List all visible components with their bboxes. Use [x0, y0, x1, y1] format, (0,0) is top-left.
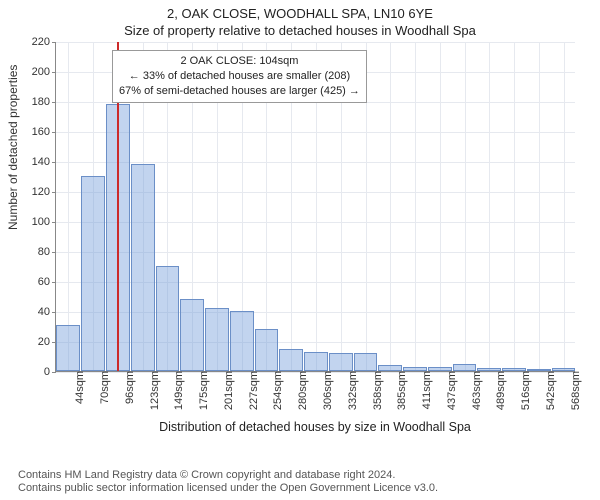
- gridline-v: [415, 42, 416, 371]
- y-tick-mark: [52, 162, 56, 163]
- histogram-bar: [180, 299, 204, 371]
- plot-region: 02040608010012014016018020022044sqm70sqm…: [55, 42, 575, 372]
- x-tick-label: 411sqm: [419, 371, 433, 409]
- annot-line3: 67% of semi-detached houses are larger (…: [119, 84, 360, 99]
- histogram-bar: [329, 353, 353, 371]
- subtitle-line: Size of property relative to detached ho…: [0, 23, 600, 38]
- y-tick-mark: [52, 72, 56, 73]
- x-tick-label: 149sqm: [171, 371, 185, 410]
- x-tick-label: 175sqm: [196, 371, 210, 410]
- histogram-bar: [131, 164, 155, 371]
- x-tick-label: 44sqm: [72, 371, 86, 404]
- x-tick-label: 542sqm: [543, 371, 557, 410]
- y-tick-mark: [52, 312, 56, 313]
- y-tick-mark: [52, 102, 56, 103]
- y-tick-mark: [52, 372, 56, 373]
- x-tick-label: 463sqm: [469, 371, 483, 410]
- credits: Contains HM Land Registry data © Crown c…: [0, 469, 600, 497]
- histogram-bar: [304, 352, 328, 372]
- gridline-v: [514, 42, 515, 371]
- x-tick-label: 70sqm: [97, 371, 111, 404]
- histogram-bar: [81, 176, 105, 371]
- gridline-v: [390, 42, 391, 371]
- address-line: 2, OAK CLOSE, WOODHALL SPA, LN10 6YE: [0, 6, 600, 21]
- x-tick-label: 437sqm: [444, 371, 458, 410]
- histogram-bar: [205, 308, 229, 371]
- gridline-v: [564, 42, 565, 371]
- y-tick-mark: [52, 132, 56, 133]
- chart-area: 02040608010012014016018020022044sqm70sqm…: [55, 42, 575, 422]
- y-tick-mark: [52, 42, 56, 43]
- x-tick-label: 516sqm: [518, 371, 532, 410]
- credit-line1: Contains HM Land Registry data © Crown c…: [18, 469, 600, 483]
- x-tick-label: 306sqm: [320, 371, 334, 410]
- x-axis-label: Distribution of detached houses by size …: [55, 420, 575, 434]
- x-tick-label: 123sqm: [147, 371, 161, 410]
- y-axis-label: Number of detached properties: [6, 65, 20, 230]
- gridline-v: [68, 42, 69, 371]
- x-tick-label: 96sqm: [122, 371, 136, 404]
- credit-line2: Contains public sector information licen…: [18, 482, 600, 496]
- gridline-v: [489, 42, 490, 371]
- x-tick-label: 358sqm: [370, 371, 384, 410]
- histogram-bar: [453, 364, 477, 372]
- gridline-v: [539, 42, 540, 371]
- x-tick-label: 385sqm: [394, 371, 408, 410]
- x-tick-label: 332sqm: [345, 371, 359, 410]
- y-tick-mark: [52, 342, 56, 343]
- y-tick-mark: [52, 252, 56, 253]
- header: 2, OAK CLOSE, WOODHALL SPA, LN10 6YE Siz…: [0, 0, 600, 38]
- x-tick-label: 568sqm: [568, 371, 582, 410]
- x-tick-label: 254sqm: [270, 371, 284, 410]
- x-tick-label: 280sqm: [295, 371, 309, 410]
- x-tick-label: 201sqm: [221, 371, 235, 410]
- histogram-bar: [279, 349, 303, 372]
- histogram-bar: [255, 329, 279, 371]
- y-tick-mark: [52, 192, 56, 193]
- y-tick-mark: [52, 222, 56, 223]
- x-tick-label: 227sqm: [246, 371, 260, 410]
- y-tick-mark: [52, 282, 56, 283]
- annot-line1: 2 OAK CLOSE: 104sqm: [119, 54, 360, 69]
- histogram-bar: [230, 311, 254, 371]
- gridline-v: [465, 42, 466, 371]
- histogram-bar: [156, 266, 180, 371]
- annotation-box: 2 OAK CLOSE: 104sqm ← 33% of detached ho…: [112, 50, 367, 103]
- annot-line2: ← 33% of detached houses are smaller (20…: [119, 69, 360, 84]
- histogram-bar: [56, 325, 80, 372]
- gridline-v: [440, 42, 441, 371]
- histogram-bar: [354, 353, 378, 371]
- x-tick-label: 489sqm: [493, 371, 507, 410]
